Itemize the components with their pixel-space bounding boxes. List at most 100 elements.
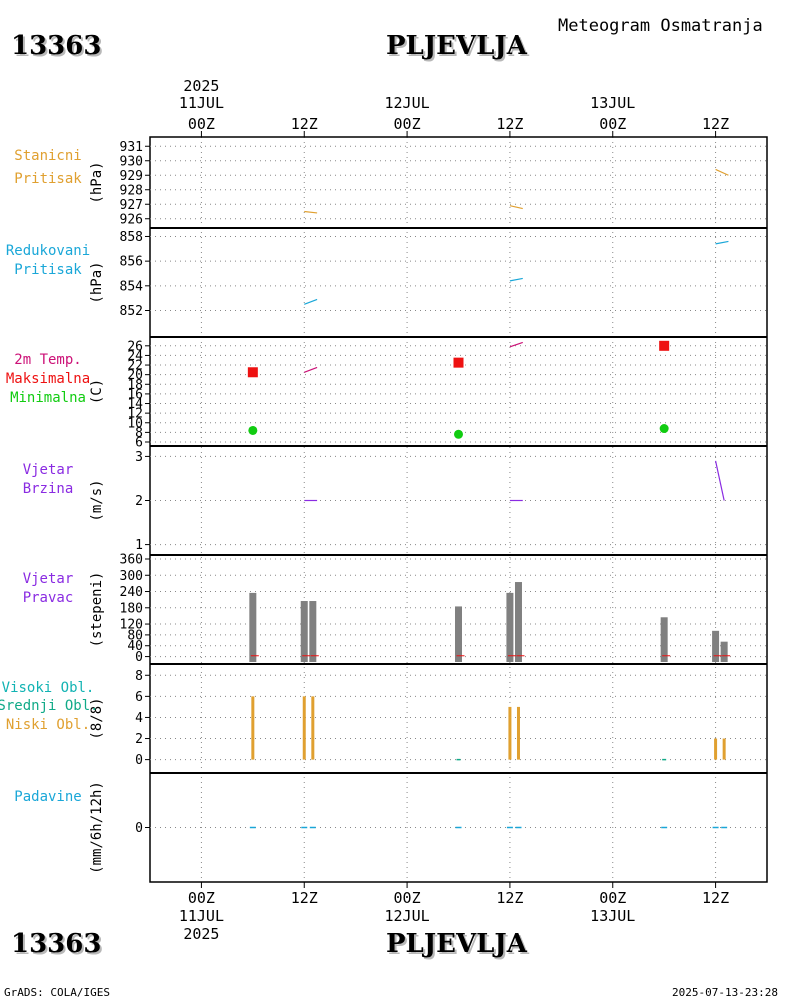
time-label-top: 11JUL [179,94,224,112]
y-tick-label: 0 [135,821,143,836]
y-tick-label: 928 [120,183,143,198]
panel-label: Brzina [23,481,74,497]
y-tick-label: 6 [135,436,143,451]
data-segment [714,460,725,501]
panel-label: 2m Temp. [14,352,81,368]
panel-label: Pritisak [14,171,82,187]
y-tick-label: 12 [127,407,143,422]
direction-bar [660,617,668,662]
software-credit: GrADS: COLA/IGES [4,986,110,999]
low-cloud-bar [508,706,512,760]
time-label-bottom: 12JUL [385,907,430,925]
data-segment [715,168,729,176]
data-segment [509,341,523,348]
low-cloud-bar [302,696,306,760]
time-label-bottom: 12Z [496,889,523,907]
y-tick-label: 8 [135,426,143,441]
time-label-top: 13JUL [590,94,635,112]
time-label-bottom: 00Z [599,889,626,907]
max-temp-marker [659,340,670,351]
y-tick-label: 360 [120,553,143,568]
panels-layer: 926927928929930931(hPa)StanicniPritisak8… [0,140,767,874]
panel-label: Visoki Obl. [2,680,95,696]
y-tick-label: 852 [120,304,143,319]
low-cloud-bar [311,696,315,760]
product-title: Meteogram Osmatranja [558,16,763,36]
y-tick-label: 0 [135,753,143,768]
y-tick-label: 26 [127,339,143,354]
time-label-top: 12Z [702,115,729,133]
direction-bar [720,641,728,662]
y-tick-label: 40 [127,639,143,654]
y-tick-label: 18 [127,378,143,393]
y-tick-label: 858 [120,230,143,245]
y-tick-label: 931 [120,140,143,155]
station-id-top: 13363 [11,31,101,61]
time-label-bottom: 2025 [183,925,219,943]
y-tick-label: 16 [127,387,143,402]
y-tick-label: 14 [127,397,143,412]
time-label-top: 12Z [496,115,523,133]
y-tick-label: 180 [120,601,143,616]
direction-bar [514,582,522,662]
y-tick-label: 20 [127,368,143,383]
max-temp-marker [453,357,464,368]
data-segment [509,205,523,210]
y-tick-label: 240 [120,585,143,600]
y-tick-label: 22 [127,359,143,374]
direction-bar [455,606,462,662]
time-label-bottom: 00Z [394,889,421,907]
y-tick-label: 4 [135,711,143,726]
data-segment [509,277,523,282]
y-tick-label: 1 [135,538,143,553]
station-name-bottom-shadow: PLJEVLJA [388,931,530,961]
data-segment [304,366,318,373]
panel-reduced-pressure: 852 854 856 858 (hPa) Redukovani Pritisak [6,227,767,319]
unit-label: (hPa) [89,261,105,303]
generated-timestamp: 2025-07-13-23:28 [672,986,778,999]
unit-label: (stepeni) [89,572,105,648]
y-tick-label: 6 [135,690,143,705]
y-tick-label: 2 [135,494,143,509]
data-segment [304,210,318,214]
y-tick-label: 930 [120,154,143,169]
time-label-bottom: 00Z [188,889,215,907]
y-tick-label: 120 [120,618,143,633]
y-tick-label: 24 [127,349,143,364]
station-name-top-shadow: PLJEVLJA [388,33,530,63]
low-cloud-bar [516,706,520,760]
panel-label: Pritisak [14,262,82,278]
low-cloud-bar [251,696,255,760]
max-temp-marker [247,367,258,378]
panel-wind-speed: 1 2 3 (m/s) Vjetar Brzina [23,445,767,553]
unit-label: (C) [89,379,105,404]
direction-bar [300,601,308,662]
time-label-bottom: 12Z [291,889,318,907]
station-id-top-shadow: 13363 [13,33,103,63]
y-tick-label: 3 [135,450,143,465]
data-segment [715,240,729,245]
unit-label: (hPa) [89,161,105,203]
min-temp-marker [659,424,669,434]
station-id-bottom: 13363 [11,929,101,959]
time-label-top: 12Z [291,115,318,133]
time-label-bottom: 12Z [702,889,729,907]
direction-bar [506,592,514,662]
unit-label: (8/8) [89,697,105,739]
panel-label: Vjetar [23,462,74,478]
station-name-bottom: PLJEVLJA [386,929,528,959]
y-tick-label: 926 [120,212,143,227]
panel-label: Padavine [14,789,81,805]
y-tick-label: 300 [120,569,143,584]
time-label-top: 12JUL [385,94,430,112]
direction-bar [249,592,257,662]
panel-label: Stanicni [14,148,81,164]
direction-bar [712,630,720,662]
low-cloud-bar [714,738,718,760]
min-temp-marker [248,425,258,435]
